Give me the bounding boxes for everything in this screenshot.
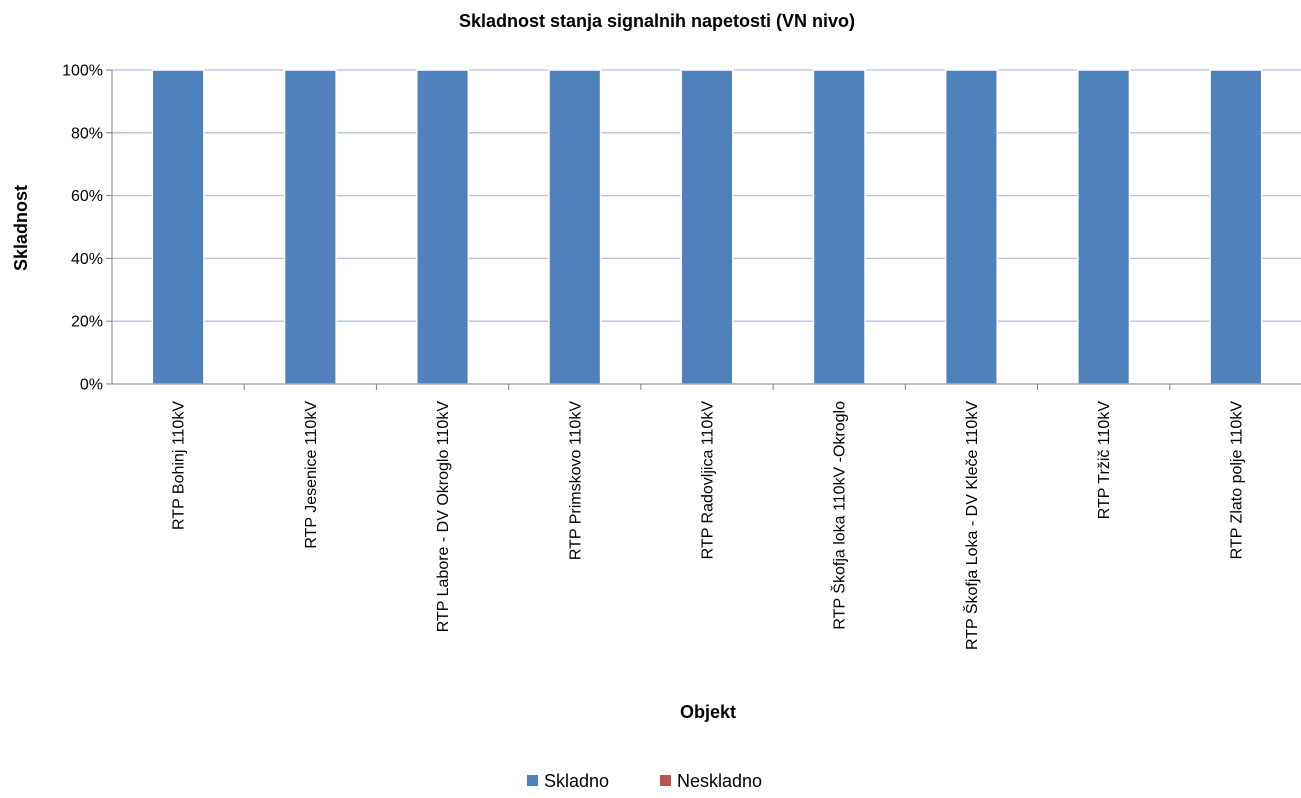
legend-swatch (527, 775, 538, 786)
y-tick-label: 80% (71, 125, 103, 142)
legend-label: Neskladno (677, 771, 762, 791)
legend-swatch (660, 775, 671, 786)
bar-skladno (548, 69, 602, 385)
bar-skladno (283, 69, 337, 385)
bar-skladno (1209, 69, 1263, 385)
x-tick-label: RTP Labore - DV Okroglo 110kV (435, 401, 452, 633)
bar-skladno (1077, 69, 1131, 385)
x-tick-labels: RTP Bohinj 110kV RTP Jesenice 110kV RTP La… (171, 401, 1246, 650)
bar-skladno (680, 69, 734, 385)
legend: Skladno Neskladno (527, 771, 762, 791)
y-tick-labels: 0% 20% 40% 60% 80% 100% (62, 63, 103, 394)
bar-skladno (944, 69, 998, 385)
x-axis-label: Objekt (680, 702, 736, 722)
x-tick-label: RTP Primskovo 110kV (567, 401, 584, 561)
x-tick-label: RTP Jesenice 110kV (303, 401, 320, 549)
x-tick-label: RTP Zlato polje 110kV (1228, 401, 1245, 560)
y-tick-label: 60% (71, 188, 103, 205)
y-axis-label: Skladnost (11, 185, 31, 271)
bar-skladno (812, 69, 866, 385)
y-tick-label: 40% (71, 251, 103, 268)
axes (106, 69, 1301, 390)
x-tick-label: RTP Bohinj 110kV (171, 401, 188, 530)
x-tick-label: RTP Tržič 110kV (1096, 401, 1113, 520)
y-tick-label: 100% (62, 63, 103, 80)
y-tick-label: 20% (71, 314, 103, 331)
y-tick-label: 0% (80, 377, 103, 394)
bar-skladno (151, 69, 205, 385)
x-tick-label: RTP Škofja loka 110kV -Okroglo (830, 401, 849, 630)
x-tick-label: RTP Škofja Loka - DV Kleče 110kV (962, 401, 981, 650)
legend-label: Skladno (544, 771, 609, 791)
bar-skladno (416, 69, 470, 385)
chart-title: Skladnost stanja signalnih napetosti (VN… (459, 11, 855, 31)
bars (151, 69, 1263, 385)
x-tick-label: RTP Radovljica 110kV (700, 401, 717, 560)
